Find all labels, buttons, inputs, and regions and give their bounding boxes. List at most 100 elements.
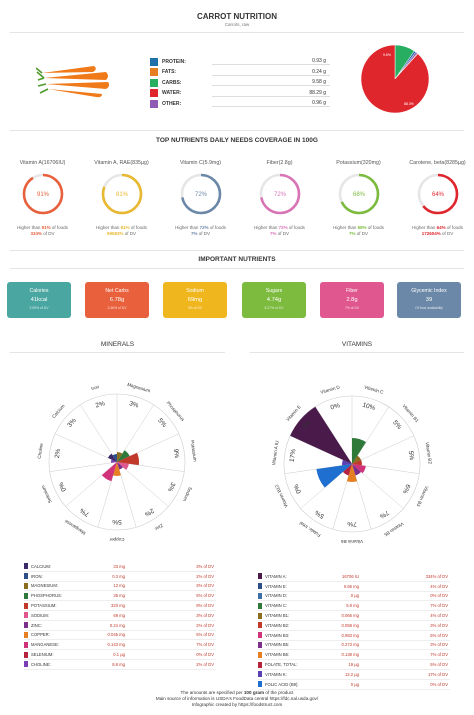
- dv-ring-percent: 91%: [36, 192, 49, 198]
- rose-axis-label: Calcium: [51, 403, 66, 419]
- table-row: VITAMIN D: 0 µg 0% of DV: [258, 592, 450, 602]
- dv-ring-fill: [417, 173, 458, 215]
- dv-item-text: Higher than 72% of foods 7% of DV: [161, 225, 240, 237]
- macro-label: PROTEIN:: [162, 58, 186, 65]
- rose-axis-label: Vitamin B2: [425, 442, 433, 465]
- macro-color-swatch: #e0262d: [150, 89, 158, 97]
- table-row: SODIUM: 69 mg 3% of DV: [24, 611, 216, 621]
- divider: [10, 352, 225, 353]
- important-label: Sugars: [265, 288, 283, 294]
- rose-spoke: [351, 435, 414, 465]
- dv-item-text: Higher than 91% of foods 334% of DV: [3, 225, 82, 237]
- table-amount: 19 µg: [348, 662, 359, 668]
- vitamins-table: VITAMIN A: 16706 IU 334% of DV VITAMIN E: 0.…: [258, 572, 450, 690]
- important-label: Fiber: [346, 288, 358, 294]
- dv-ring-fill: [180, 173, 221, 215]
- rose-wedge: [117, 450, 130, 462]
- text: of DV: [440, 231, 454, 236]
- macro-row: #e0262d WATER: 88.29 g: [150, 89, 330, 98]
- rose-wedge: [117, 452, 139, 466]
- divider: [10, 268, 464, 269]
- table-percent: 5% of DV: [430, 662, 448, 668]
- important-label: Net Carbs: [105, 288, 129, 294]
- dv-item-text: Higher than 81% of foods 69583% of DV: [82, 225, 161, 237]
- footer-line-2: Main source of information is USDA's Foo…: [155, 696, 319, 701]
- table-amount: 0.983 mg: [341, 632, 359, 638]
- table-row: PHOSPHORUS: 35 mg 5% of DV: [24, 591, 216, 602]
- dv-ring-percent: 64%: [431, 192, 444, 198]
- rose-spoke: [55, 433, 118, 463]
- rose-spoke: [65, 461, 118, 507]
- dv-ring-fill: [259, 173, 300, 215]
- table-name: VITAMIN K:: [265, 671, 287, 677]
- table-name: SODIUM:: [31, 612, 49, 618]
- important-dv: 7% of DV: [344, 306, 360, 310]
- table-color-swatch: [24, 602, 28, 609]
- rose-axis-value: 9%: [172, 448, 180, 459]
- table-color-swatch: [258, 661, 262, 668]
- table-color-swatch: [24, 651, 28, 658]
- dv-text-line1: Higher than 64% of foods: [398, 225, 474, 231]
- table-row: VITAMIN E: 0.66 mg 4% of DV: [258, 582, 450, 592]
- important-card: Sugars 4.74g 5.27% of DV: [242, 282, 306, 318]
- table-color-swatch: [258, 632, 262, 639]
- rose-axis-label: Sodium: [182, 486, 193, 502]
- table-row: MANGANESE: 0.143 mg 7% of DV: [24, 640, 216, 651]
- dv-text-line1: Higher than 72% of foods: [161, 225, 240, 231]
- rose-wedge: [111, 459, 117, 463]
- table-name: VITAMIN C:: [265, 603, 288, 609]
- percent: 7%: [269, 231, 277, 236]
- rose-wedge: [352, 464, 362, 476]
- macro-pie-chart: 9.6% 88.3%: [360, 44, 430, 114]
- table-name: CHOLINE:: [31, 661, 51, 667]
- dv-text-line1: Higher than 72% of foods: [240, 225, 319, 231]
- dv-text-line2: 334% of DV: [3, 231, 82, 237]
- macro-value: 0.96 g: [212, 100, 330, 107]
- table-amount: 69 mg: [113, 612, 125, 618]
- table-amount: 0.3 mg: [112, 573, 125, 579]
- table-percent: 3% of DV: [196, 612, 214, 618]
- dv-text-line1: Higher than 81% of foods: [82, 225, 161, 231]
- rose-spoke: [49, 461, 118, 472]
- table-color-swatch: [24, 592, 28, 599]
- table-row: FOLIC ACID (B9): 0 µg 0% of DV: [258, 680, 450, 690]
- dv-ring-fill: [338, 173, 379, 215]
- rose-wedge: [352, 455, 362, 464]
- text: Higher than: [412, 225, 437, 230]
- table-amount: 16706 IU: [342, 573, 359, 579]
- rose-wedge: [101, 462, 117, 482]
- rose-axis-value: 17%: [289, 448, 298, 462]
- table-name: ZINC:: [31, 622, 42, 628]
- minerals-title: MINERALS: [100, 341, 135, 348]
- table-row: SELENIUM: 0.1 µg 0% of DV: [24, 650, 216, 660]
- table-percent: 7% of DV: [196, 642, 214, 648]
- table-percent: 4% of DV: [430, 613, 448, 619]
- table-color-swatch: [258, 583, 262, 590]
- rose-spoke: [284, 463, 353, 474]
- rose-spoke: [351, 463, 372, 530]
- table-color-swatch: [24, 573, 28, 580]
- table-amount: 0.143 mg: [107, 642, 125, 648]
- dv-item: Fiber(2.8g) 72% Higher than 72% of foods 7%…: [240, 160, 319, 237]
- rose-wedge: [117, 452, 123, 462]
- important-dv: 2.05% of DV: [29, 306, 49, 310]
- table-amount: 0.66 mg: [343, 583, 359, 589]
- dv-ring: 72%: [259, 173, 300, 215]
- dv-ring-fill: [22, 173, 63, 215]
- table-amount: 0.058 mg: [341, 622, 359, 628]
- percent: 172604%: [421, 231, 441, 236]
- macro-label: OTHER:: [162, 100, 182, 107]
- text: of DV: [123, 231, 137, 236]
- rose-axis-label: Vitamin B6: [340, 539, 363, 544]
- table-color-swatch: [258, 602, 262, 609]
- macro-row: #e67e22 FATS: 0.24 g: [150, 68, 330, 77]
- rose-axis-value: 3%: [66, 417, 78, 429]
- table-name: MAGNESIUM:: [31, 583, 58, 589]
- percent: 72%: [278, 225, 288, 230]
- rose-axis-value: 3%: [166, 481, 176, 493]
- divider: [250, 352, 464, 353]
- footer-line-3: Infographic created by https://foodstruc…: [191, 702, 283, 707]
- rose-spoke: [351, 463, 420, 474]
- table-name: VITAMIN B5:: [265, 642, 290, 648]
- table-name: VITAMIN A:: [265, 573, 287, 579]
